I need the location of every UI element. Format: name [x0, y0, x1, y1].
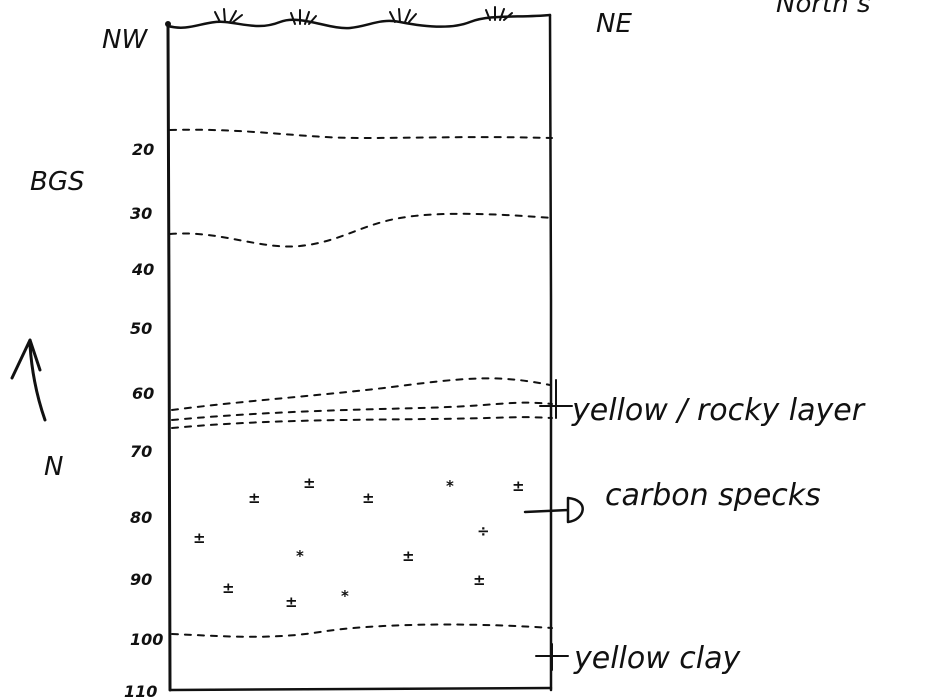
- depth-label-30: 30: [130, 204, 152, 223]
- clay-annotation: yellow clay: [573, 641, 742, 676]
- profile-bottom: [168, 686, 553, 692]
- depth-label-70: 70: [130, 442, 152, 461]
- surface-left-dot: [165, 21, 171, 27]
- depth-label-80: 80: [130, 508, 152, 527]
- carbon-speck: ±: [362, 489, 375, 507]
- layer-boundary-60a: [171, 377, 551, 411]
- corner-label-partial: North s: [776, 0, 871, 19]
- carbon-speck: *: [341, 587, 349, 605]
- corner-label-ne: NE: [596, 9, 632, 39]
- depth-label-50: 50: [130, 319, 152, 338]
- layer-boundary-70: [171, 416, 553, 429]
- carbon-leader-arrow: [523, 496, 584, 524]
- depth-label-90: 90: [130, 570, 152, 589]
- carbon-speck: ±: [512, 477, 525, 495]
- grass-tufts: [214, 6, 513, 25]
- carbon-speck: ±: [402, 547, 415, 565]
- north-arrow-icon: [10, 338, 47, 422]
- carbon-speck: ±: [248, 489, 261, 507]
- depth-label-60: 60: [132, 384, 154, 403]
- corner-label-nw: NW: [102, 25, 148, 55]
- bgs-label: BGS: [30, 167, 85, 197]
- carbon-speck: ÷: [477, 522, 490, 540]
- carbon-speck: ±: [473, 571, 486, 589]
- depth-label-110: 110: [124, 682, 157, 699]
- layer-boundary-60b: [171, 401, 553, 421]
- clay-leader: [535, 643, 569, 671]
- depth-label-100: 100: [130, 630, 163, 649]
- layer-boundary-30: [169, 212, 553, 248]
- profile-left-wall: [166, 24, 172, 692]
- rocky-layer-leader: [539, 379, 573, 419]
- depth-label-40: 40: [131, 260, 154, 279]
- depth-label-20: 20: [132, 140, 154, 159]
- carbon-speck: ±: [222, 579, 235, 597]
- carbon-speck: *: [446, 477, 454, 495]
- carbon-speck: ±: [303, 474, 316, 492]
- carbon-speck: *: [296, 547, 304, 565]
- rocky-layer-annotation: yellow / rocky layer: [571, 393, 866, 428]
- carbon-speck: ±: [285, 593, 298, 611]
- carbon-speck: ±: [193, 529, 206, 547]
- depth-scale: 20 30 40 50 60 70 80 90 100 110: [124, 140, 163, 699]
- carbon-annotation: carbon specks: [605, 478, 821, 513]
- north-arrow-label: N: [44, 452, 63, 482]
- profile-right-wall: [548, 13, 553, 692]
- layer-boundary-20: [169, 128, 553, 139]
- layer-boundary-100: [171, 623, 553, 638]
- carbon-specks: ± ± ± * ± ± ÷ * ± ± ± * ±: [193, 474, 525, 611]
